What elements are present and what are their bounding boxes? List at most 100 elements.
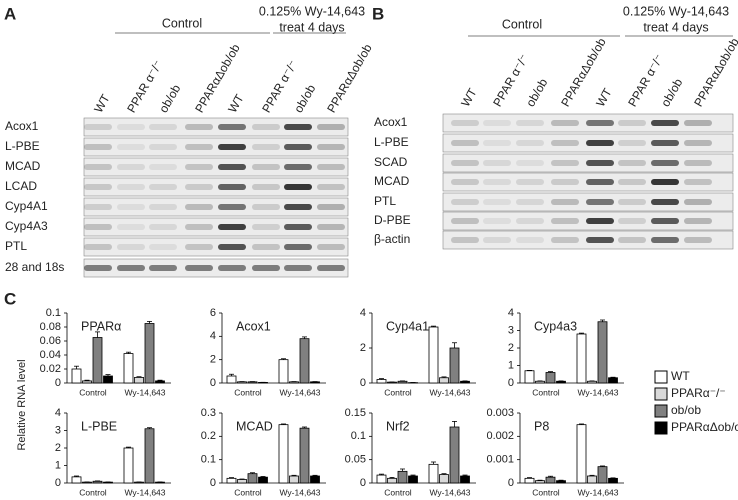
blot-band — [516, 218, 544, 224]
row-label: Cyp4A3 — [5, 219, 48, 233]
blot-band — [284, 124, 312, 130]
blot-band — [516, 179, 544, 185]
legend-label: PPARαΔob/ob — [671, 420, 738, 434]
row-label: SCAD — [374, 155, 408, 169]
blot-band — [483, 120, 511, 126]
blot-band — [317, 224, 345, 230]
bar — [123, 447, 134, 484]
blot-band — [84, 265, 112, 271]
bar — [144, 428, 155, 484]
row-label: L-PBE — [5, 139, 40, 153]
blot-band — [185, 164, 213, 170]
blot-band — [651, 179, 679, 185]
blot-band — [451, 237, 479, 243]
y-tick-label: 4 — [360, 307, 366, 319]
row-label: β-actin — [374, 232, 410, 246]
y-tick-label: 0 — [210, 377, 216, 389]
bar — [376, 379, 387, 384]
bar — [535, 480, 545, 484]
blot-band — [284, 204, 312, 210]
blot-band — [551, 140, 579, 146]
blot-band — [651, 199, 679, 205]
bar — [428, 463, 439, 484]
y-tick-label: 0.02 — [40, 363, 61, 375]
blot-band — [451, 218, 479, 224]
blot-band — [586, 120, 614, 126]
blot-band — [218, 224, 246, 230]
y-tick-label: 0.003 — [486, 407, 514, 419]
bar — [587, 475, 597, 484]
bar — [289, 381, 299, 384]
y-tick-label: 1 — [55, 459, 61, 471]
bar — [608, 477, 618, 484]
bar — [71, 368, 82, 384]
x-tick-label: Control — [79, 387, 107, 397]
blot-band — [284, 265, 312, 271]
y-tick-label: 2 — [55, 442, 61, 454]
bar — [556, 380, 566, 384]
blot-band — [185, 124, 213, 130]
row-label: LCAD — [5, 179, 37, 193]
blot-band — [117, 144, 145, 150]
blot-band — [651, 237, 679, 243]
blot-band — [618, 218, 646, 224]
blot-band — [483, 140, 511, 146]
bar — [71, 476, 82, 484]
row-label: MCAD — [374, 174, 410, 188]
lane-label: PPARαΔob/ob — [691, 35, 738, 109]
blot-band — [149, 265, 177, 271]
x-tick-label: Control — [79, 487, 107, 497]
blot-band — [516, 199, 544, 205]
x-tick-label: Wy-14,643 — [124, 487, 165, 497]
blot-band — [651, 120, 679, 126]
y-tick-label: 2 — [210, 354, 216, 366]
blot-band — [618, 120, 646, 126]
lane-label: ob/ob — [291, 82, 318, 115]
blot-band — [516, 120, 544, 126]
row-label: PTL — [5, 239, 27, 253]
y-tick-label: 0.1 — [46, 307, 61, 319]
legend-swatch — [654, 370, 668, 384]
lane-label: WT — [225, 91, 247, 115]
blot-band — [117, 265, 145, 271]
bar — [460, 380, 470, 384]
blot-band — [651, 140, 679, 146]
y-tick-label: 0.1 — [351, 430, 366, 442]
blot-band — [149, 224, 177, 230]
bar — [278, 359, 289, 384]
y-tick-label: 0 — [55, 477, 61, 489]
blot-band — [551, 218, 579, 224]
blot-band — [586, 160, 614, 166]
legend-label: PPARα⁻/⁻ — [671, 386, 726, 400]
y-tick-label: 0 — [360, 477, 366, 489]
blot-band — [618, 237, 646, 243]
blot-band — [551, 160, 579, 166]
y-tick-label: 4 — [55, 407, 61, 419]
bar — [439, 474, 449, 484]
bar — [278, 424, 289, 484]
blot-band — [149, 124, 177, 130]
blot-band — [117, 204, 145, 210]
bar — [310, 381, 320, 384]
blot-band — [252, 144, 280, 150]
blot-band — [84, 244, 112, 250]
blot-band — [551, 120, 579, 126]
y-tick-label: 3 — [508, 324, 514, 336]
blot-band — [185, 144, 213, 150]
legend-swatch — [654, 387, 668, 401]
blot-band — [252, 204, 280, 210]
bar — [247, 381, 258, 384]
blot-band — [586, 237, 614, 243]
x-tick-label: Wy-14,643 — [577, 487, 618, 497]
blot-band — [84, 124, 112, 130]
blot-strip — [83, 217, 349, 237]
blot-band — [117, 224, 145, 230]
x-tick-label: Wy-14,643 — [279, 387, 320, 397]
blot-band — [317, 204, 345, 210]
blot-band — [252, 265, 280, 271]
lane-label: PPARαΔob/ob — [324, 41, 375, 115]
blot-band — [149, 184, 177, 190]
